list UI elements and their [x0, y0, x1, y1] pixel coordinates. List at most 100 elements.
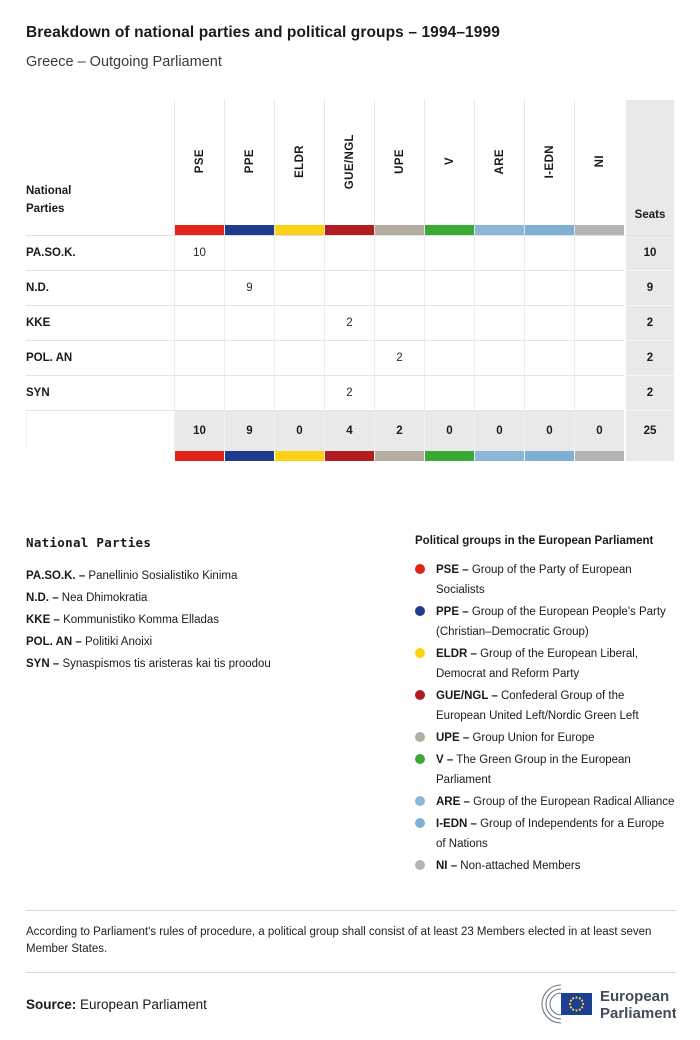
group-abbr: PPE – [436, 606, 469, 618]
logo-wordmark-line1: European [600, 988, 669, 1005]
row-seats-total: 2 [624, 376, 674, 411]
group-abbr: I-EDN – [436, 818, 477, 830]
column-total: 0 [474, 411, 524, 451]
group-color-bar [424, 451, 474, 461]
group-header-pse: PSE [174, 100, 224, 236]
group-header-label: PPE [243, 149, 256, 174]
source-line: Source: European Parliament [26, 997, 207, 1012]
group-header-ppe: PPE [224, 100, 274, 236]
party-name: POL. AN [26, 341, 174, 376]
row-seats-total: 2 [624, 341, 674, 376]
seat-cell [224, 376, 274, 411]
group-header-are: ARE [474, 100, 524, 236]
group-desc: Group of the Party of European Socialist… [436, 564, 632, 596]
group-color-bar [225, 225, 274, 235]
group-desc: Group of the European People's Party (Ch… [436, 606, 666, 638]
group-header-label: V [443, 157, 456, 166]
totals-row-spacer [26, 411, 174, 451]
group-header-guengl: GUE/NGL [324, 100, 374, 236]
party-desc: Synaspismos tis aristeras kai tis proodo… [62, 658, 271, 670]
legend-item: POL. AN – Politiki Anoixi [26, 631, 415, 653]
seat-cell [224, 236, 274, 271]
seat-cell [574, 236, 624, 271]
seat-cell [574, 376, 624, 411]
legend-item: NI – Non-attached Members [415, 856, 676, 876]
legend-section: National Parties PA.SO.K. – Panellinio S… [26, 535, 676, 878]
party-name: KKE [26, 306, 174, 341]
column-total: 0 [524, 411, 574, 451]
group-desc: Group of the European Liberal, Democrat … [436, 648, 639, 680]
source-value: European Parliament [80, 996, 207, 1012]
group-header-label: ELDR [293, 145, 306, 178]
group-color-bar [474, 451, 524, 461]
group-color-bar [175, 225, 224, 235]
legend-item: PA.SO.K. – Panellinio Sosialistiko Kinim… [26, 565, 415, 587]
legend-item: ARE – Group of the European Radical Alli… [415, 792, 676, 812]
group-color-dot [415, 732, 425, 742]
group-abbr: GUE/NGL – [436, 690, 498, 702]
group-color-bar [525, 225, 574, 235]
group-header-label: NI [593, 155, 606, 168]
group-color-dot [415, 690, 425, 700]
group-color-bar [524, 451, 574, 461]
seat-cell [174, 376, 224, 411]
seat-cell [274, 271, 324, 306]
party-desc: Politiki Anoixi [85, 636, 153, 648]
column-total: 0 [274, 411, 324, 451]
group-color-bar [575, 225, 624, 235]
group-header-ni: NI [574, 100, 624, 236]
group-abbr: V – [436, 754, 454, 766]
group-desc: Group of the European Radical Alliance [473, 796, 675, 808]
group-color-bar [375, 225, 424, 235]
seat-cell [474, 306, 524, 341]
group-header-label: PSE [193, 149, 206, 174]
column-total: 0 [424, 411, 474, 451]
national-parties-legend: National Parties PA.SO.K. – Panellinio S… [26, 535, 415, 878]
group-color-bar [574, 451, 624, 461]
group-header-v: V [424, 100, 474, 236]
hemicycle-arcs [541, 984, 562, 1024]
page-subtitle: Greece – Outgoing Parliament [26, 54, 222, 70]
party-desc: Kommunistiko Komma Elladas [63, 614, 220, 626]
seat-cell: 2 [324, 306, 374, 341]
group-header-upe: UPE [374, 100, 424, 236]
divider [26, 972, 676, 973]
seat-cell [424, 376, 474, 411]
group-header-label: UPE [393, 149, 406, 174]
seat-cell [224, 306, 274, 341]
legend-item: PSE – Group of the Party of European Soc… [415, 560, 676, 600]
bar-row-spacer [26, 451, 174, 461]
grand-total-seats: 25 [624, 411, 674, 451]
group-color-dot [415, 648, 425, 658]
seat-cell [324, 271, 374, 306]
group-color-dot [415, 796, 425, 806]
seat-cell [424, 236, 474, 271]
row-seats-total: 2 [624, 306, 674, 341]
column-total: 2 [374, 411, 424, 451]
legend-item: UPE – Group Union for Europe [415, 728, 676, 748]
seat-cell [524, 236, 574, 271]
national-parties-legend-heading: National Parties [26, 535, 152, 550]
corner-header-line2: Parties [26, 203, 65, 216]
legend-item: PPE – Group of the European People's Par… [415, 602, 676, 642]
group-color-bar [275, 225, 324, 235]
group-abbr: PSE – [436, 564, 469, 576]
group-color-bar [174, 451, 224, 461]
group-desc: Group Union for Europe [472, 732, 595, 744]
seat-cell [174, 306, 224, 341]
party-desc: Panellinio Sosialistiko Kinima [88, 570, 238, 582]
column-total: 10 [174, 411, 224, 451]
party-abbr: SYN – [26, 658, 60, 670]
seat-cell [474, 376, 524, 411]
seat-cell [424, 341, 474, 376]
seat-cell [374, 306, 424, 341]
group-header-label: ARE [493, 148, 506, 175]
group-color-dot [415, 606, 425, 616]
corner-header-line1: National [26, 185, 72, 198]
seat-cell [274, 376, 324, 411]
group-header-iedn: I-EDN [524, 100, 574, 236]
seat-cell [374, 236, 424, 271]
seat-cell [374, 271, 424, 306]
group-color-bar [425, 225, 474, 235]
group-color-bar [324, 451, 374, 461]
